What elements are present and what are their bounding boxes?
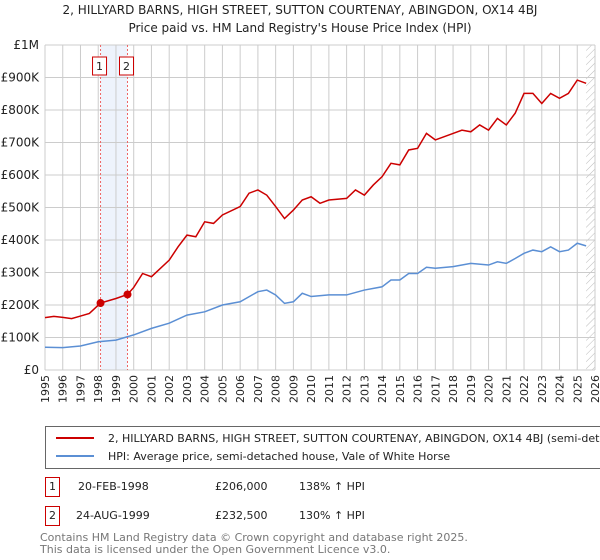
y-tick-label: £1M: [13, 38, 39, 52]
y-tick-label: £700K: [1, 136, 41, 150]
x-tick-label: 2025: [571, 375, 584, 403]
sale-marker-box: [92, 56, 108, 76]
x-tick-label: 2004: [199, 375, 212, 403]
x-tick-label: 2020: [483, 375, 496, 403]
sale-number-badge: 1: [45, 477, 60, 497]
x-tick-label: 1997: [74, 375, 87, 403]
x-tick-label: 2007: [252, 375, 265, 403]
footer-copyright: Contains HM Land Registry data © Crown c…: [40, 531, 468, 544]
y-tick-label: £400K: [1, 233, 41, 247]
y-tick-label: £100K: [1, 331, 41, 345]
hpi-series-line: [44, 242, 587, 349]
x-tick-label: 2018: [447, 375, 460, 403]
legend-label-hpi: HPI: Average price, semi-detached house,…: [108, 449, 451, 463]
x-tick-label: 2002: [163, 375, 176, 403]
x-tick-label: 2017: [429, 375, 442, 403]
x-tick-label: 2011: [323, 375, 336, 403]
x-tick-label: 2022: [518, 375, 531, 403]
x-tick-label: 2013: [358, 375, 371, 403]
x-tick-label: 2024: [554, 375, 567, 403]
price-chart: £0 £100K £200K £300K £400K £500K £600K £700K £80…: [1, 38, 600, 403]
legend-item-hpi: HPI: Average price, semi-detached house,…: [56, 448, 450, 464]
sale-marker-box: [119, 56, 134, 76]
y-tick-label: £600K: [1, 168, 41, 182]
chart-title: 2, HILLYARD BARNS, HIGH STREET, SUTTON C…: [62, 3, 538, 17]
x-tick-label: 2019: [465, 375, 478, 403]
x-tick-label: 2006: [234, 375, 247, 403]
x-tick-label: 2023: [536, 375, 549, 403]
sale-price: £232,500: [215, 509, 268, 522]
sale-marker-label: 2: [123, 60, 130, 73]
x-tick-label: 2015: [394, 375, 407, 403]
sale-date: 20-FEB-1998: [78, 480, 149, 493]
x-tick-label: 1996: [57, 375, 70, 403]
y-tick-label: £900K: [1, 71, 41, 85]
x-tick-label: 2005: [216, 375, 229, 403]
x-tick-label: 2012: [341, 375, 354, 403]
footer-licence: This data is licensed under the Open Gov…: [40, 543, 391, 556]
x-tick-label: 2000: [128, 375, 141, 403]
x-tick-label: 2016: [412, 375, 425, 403]
sale-point: [123, 290, 132, 299]
sale-price: £206,000: [215, 480, 268, 493]
y-tick-label: £300K: [1, 266, 41, 280]
x-tick-label: 1999: [110, 375, 123, 403]
legend-swatch-hpi: [56, 455, 94, 457]
sale-hpi-change: 138% ↑ HPI: [299, 480, 365, 493]
x-tick-label: 2021: [500, 375, 513, 403]
y-tick-label: £500K: [1, 201, 41, 215]
sale-date: 24-AUG-1999: [76, 509, 150, 522]
sale-number-badge: 2: [45, 506, 60, 526]
chart-subtitle: Price paid vs. HM Land Registry's House …: [128, 21, 472, 35]
x-tick-label: 2009: [287, 375, 300, 403]
x-tick-label: 2001: [145, 375, 158, 403]
y-tick-label: £0: [24, 363, 39, 377]
sale-marker-label: 1: [96, 60, 103, 73]
legend-swatch-property: [56, 437, 94, 439]
x-tick-label: 1995: [39, 375, 52, 403]
legend: 2, HILLYARD BARNS, HIGH STREET, SUTTON C…: [45, 426, 600, 469]
legend-label-property: 2, HILLYARD BARNS, HIGH STREET, SUTTON C…: [108, 431, 600, 445]
property-series-line: [44, 79, 587, 320]
x-tick-label: 2008: [270, 375, 283, 403]
x-tick-label: 1998: [92, 375, 105, 403]
x-tick-label: 2010: [305, 375, 318, 403]
sale-hpi-change: 130% ↑ HPI: [299, 509, 365, 522]
x-tick-label: 2026: [589, 375, 600, 403]
sale-point: [96, 299, 105, 308]
x-tick-label: 2003: [181, 375, 194, 403]
x-tick-label: 2014: [376, 375, 389, 403]
y-tick-label: £800K: [1, 103, 41, 117]
y-tick-label: £200K: [1, 298, 41, 312]
legend-item-property: 2, HILLYARD BARNS, HIGH STREET, SUTTON C…: [56, 430, 600, 446]
